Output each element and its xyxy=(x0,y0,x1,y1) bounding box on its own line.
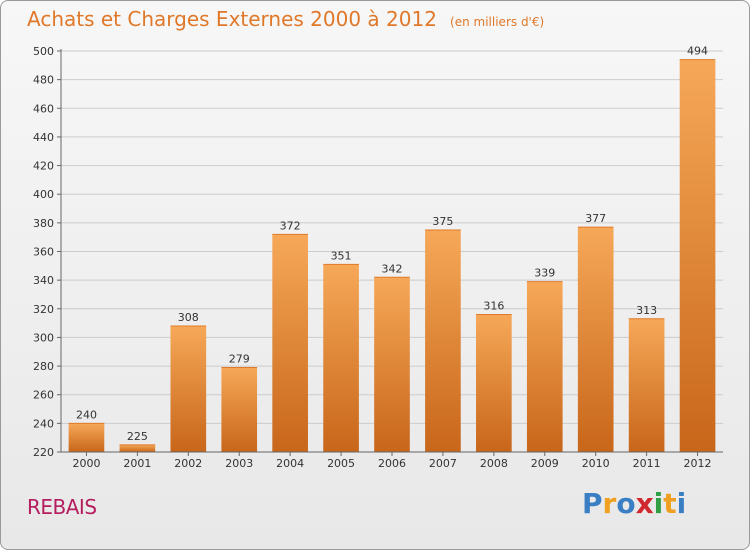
bar xyxy=(374,277,410,452)
y-tick-label: 460 xyxy=(33,102,54,115)
x-tick-label: 2009 xyxy=(531,457,559,470)
y-tick-label: 300 xyxy=(33,331,54,344)
x-tick-label: 2011 xyxy=(633,457,661,470)
data-label: 342 xyxy=(382,262,403,275)
x-tick-label: 2012 xyxy=(684,457,712,470)
y-tick-label: 340 xyxy=(33,274,54,287)
logo-letter: r xyxy=(602,487,617,520)
data-label: 225 xyxy=(127,430,148,443)
data-label: 372 xyxy=(280,219,301,232)
bar xyxy=(476,314,512,452)
x-tick-label: 2003 xyxy=(225,457,253,470)
bars: 240 225 308 279 372 351 342 375 316 339 377 313 494 xyxy=(68,45,716,452)
logo-letter: i xyxy=(676,487,687,520)
x-tick-label: 2010 xyxy=(582,457,610,470)
bar xyxy=(628,318,665,452)
bar xyxy=(425,230,461,452)
y-tick-label: 500 xyxy=(33,45,54,58)
data-label: 240 xyxy=(76,408,97,421)
y-tick-label: 240 xyxy=(33,417,54,430)
title-row: Achats et Charges Externes 2000 à 2012 (… xyxy=(27,7,544,31)
bar xyxy=(577,227,614,452)
y-tick-label: 220 xyxy=(33,446,54,459)
y-tick-label: 420 xyxy=(33,160,54,173)
data-label: 316 xyxy=(483,300,504,313)
y-tick-label: 320 xyxy=(33,303,54,316)
y-tick-label: 280 xyxy=(33,360,54,373)
x-tick-label: 2000 xyxy=(72,457,100,470)
data-label: 279 xyxy=(229,353,250,366)
x-tick-label: 2002 xyxy=(174,457,202,470)
y-tick-label: 480 xyxy=(33,74,54,87)
bar xyxy=(68,423,105,452)
x-tick-label: 2008 xyxy=(480,457,508,470)
axes: 220 240 260 280 300 320 340 360 380 400 420 440 460 4… xyxy=(33,45,723,470)
commune-name: REBAIS xyxy=(27,495,97,519)
bar xyxy=(119,444,156,452)
x-tick-label: 2007 xyxy=(429,457,457,470)
x-tick-label: 2005 xyxy=(327,457,355,470)
y-tick-label: 440 xyxy=(33,131,54,144)
y-tick-label: 380 xyxy=(33,217,54,230)
bar xyxy=(221,367,258,452)
bar xyxy=(679,59,716,452)
data-label: 339 xyxy=(534,267,555,280)
bar xyxy=(323,264,359,452)
chart-title: Achats et Charges Externes 2000 à 2012 xyxy=(27,7,437,31)
data-label: 308 xyxy=(178,311,199,324)
bar xyxy=(272,234,308,452)
x-tick-label: 2006 xyxy=(378,457,406,470)
logo-letter: i xyxy=(653,487,664,520)
data-label: 377 xyxy=(585,212,606,225)
logo-letter: o xyxy=(616,487,636,520)
chart-subtitle: (en milliers d'€) xyxy=(450,15,545,29)
data-label: 375 xyxy=(432,215,453,228)
x-tick-label: 2001 xyxy=(123,457,151,470)
bar xyxy=(170,325,207,452)
logo-letter: P xyxy=(582,487,603,520)
y-tick-label: 260 xyxy=(33,389,54,402)
x-tick-label: 2004 xyxy=(276,457,304,470)
proxiti-logo: Proxiti xyxy=(582,487,686,520)
y-tick-label: 400 xyxy=(33,188,54,201)
logo-letter: x xyxy=(635,487,654,520)
logo-letter: t xyxy=(663,487,677,520)
data-label: 494 xyxy=(687,45,708,58)
bar xyxy=(526,281,563,452)
data-label: 313 xyxy=(636,304,657,317)
data-label: 351 xyxy=(331,249,352,262)
y-tick-label: 360 xyxy=(33,246,54,259)
